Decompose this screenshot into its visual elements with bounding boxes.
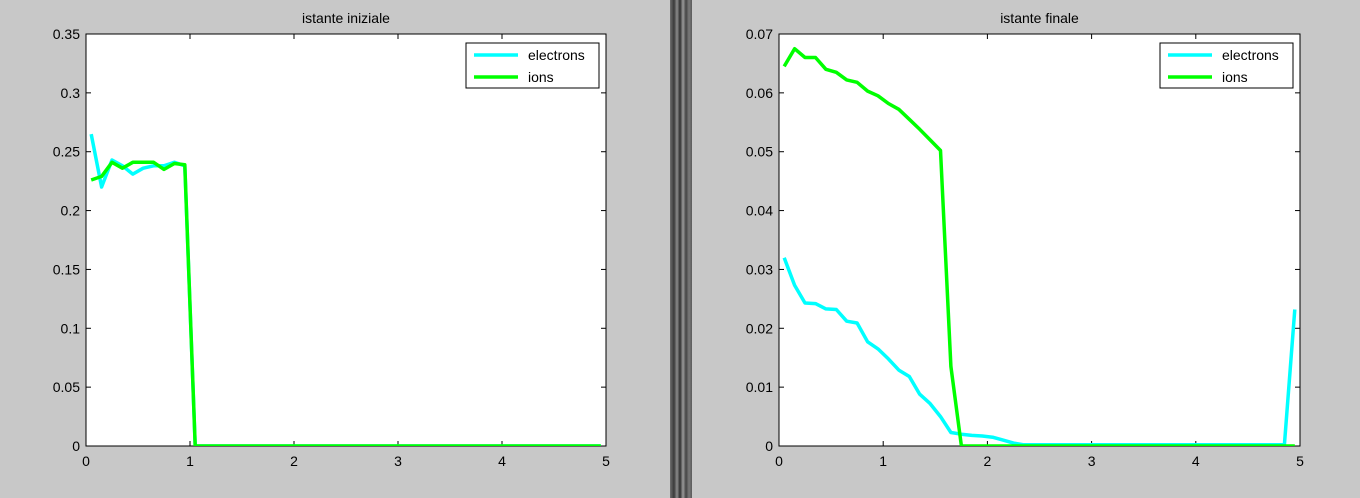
x-tick-label: 0: [82, 453, 90, 469]
x-tick-label: 2: [984, 453, 992, 469]
y-tick-label: 0.05: [746, 144, 773, 160]
chart-title: istante iniziale: [302, 10, 390, 26]
y-tick-label: 0.2: [61, 203, 81, 219]
figure-right: istante finale 0 1 2 3 4 5 0 0.01 0.02 0.03 0.04 0.0…: [692, 0, 1360, 498]
x-tick-label: 3: [1088, 453, 1096, 469]
y-tick-label: 0: [765, 438, 773, 454]
plot-area: [85, 33, 607, 447]
window-divider[interactable]: [670, 0, 692, 498]
legend-label-ions: ions: [1222, 69, 1248, 85]
x-tick-label: 2: [290, 453, 298, 469]
legend-label-electrons: electrons: [528, 47, 585, 63]
x-tick-label: 3: [394, 453, 402, 469]
y-tick-label: 0.15: [53, 261, 80, 277]
legend-label-electrons: electrons: [1222, 47, 1279, 63]
chart-istante-finale: istante finale 0 1 2 3 4 5 0 0.01 0.02 0.03 0.04 0.0…: [746, 10, 1304, 469]
x-tick-label: 5: [602, 453, 610, 469]
chart-title: istante finale: [1000, 10, 1079, 26]
y-tick-label: 0.1: [61, 320, 81, 336]
y-tick-label: 0.35: [53, 26, 80, 42]
y-tick-label: 0.05: [53, 379, 80, 395]
y-tick-label: 0.02: [746, 320, 773, 336]
y-tick-label: 0.25: [53, 144, 80, 160]
y-tick-label: 0.07: [746, 26, 773, 42]
y-tick-label: 0.01: [746, 379, 773, 395]
x-tick-label: 4: [1192, 453, 1200, 469]
y-tick-label: 0.03: [746, 261, 773, 277]
plot-area: [778, 33, 1301, 447]
series-line-ions: [782, 46, 1295, 446]
chart-istante-iniziale: istante iniziale 0 1 2 3 4 5 0 0.05 0.1 0.15 0.2 0.2…: [53, 10, 610, 469]
x-tick-label: 1: [879, 453, 887, 469]
x-tick-label: 4: [498, 453, 506, 469]
figure-left: istante iniziale 0 1 2 3 4 5 0 0.05 0.1 0.15 0.2 0.2…: [0, 0, 670, 498]
series-line-ions: [90, 160, 601, 446]
x-tick-label: 0: [775, 453, 783, 469]
x-tick-label: 1: [186, 453, 194, 469]
y-tick-label: 0.3: [61, 85, 81, 101]
legend-box: [1159, 42, 1294, 89]
x-tick-label: 5: [1296, 453, 1304, 469]
y-tick-label: 0.06: [746, 85, 773, 101]
legend-box: [465, 42, 600, 89]
y-tick-label: 0: [72, 438, 80, 454]
legend-label-ions: ions: [528, 69, 554, 85]
y-tick-label: 0.04: [746, 203, 773, 219]
